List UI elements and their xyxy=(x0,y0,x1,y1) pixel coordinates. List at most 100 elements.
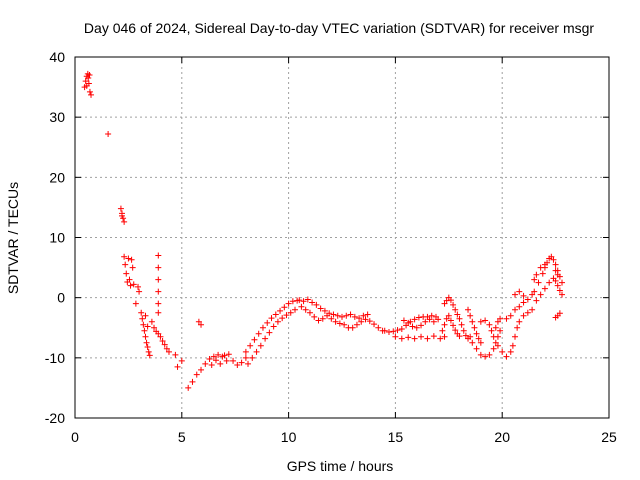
data-point xyxy=(524,296,531,303)
data-point xyxy=(88,91,95,98)
data-point xyxy=(151,324,158,331)
data-point xyxy=(353,321,360,328)
data-point xyxy=(512,291,519,298)
data-point xyxy=(390,328,397,335)
data-point xyxy=(304,296,311,303)
data-point xyxy=(430,333,437,340)
data-point xyxy=(82,78,89,85)
data-point xyxy=(494,342,501,349)
x-tick-label: 5 xyxy=(178,429,186,445)
data-point xyxy=(529,306,536,313)
data-point xyxy=(125,255,132,262)
data-point xyxy=(426,316,433,323)
y-tick-label: -10 xyxy=(45,350,65,366)
data-point xyxy=(339,313,345,320)
data-point xyxy=(541,285,548,292)
data-point xyxy=(83,82,90,89)
data-point xyxy=(456,333,463,340)
data-point xyxy=(223,357,230,364)
data-point xyxy=(465,306,472,313)
data-point xyxy=(321,307,328,314)
data-point xyxy=(482,317,489,324)
data-point xyxy=(185,384,192,391)
data-point xyxy=(118,212,125,219)
data-point xyxy=(512,333,519,340)
data-point xyxy=(520,312,527,319)
data-point xyxy=(445,312,452,319)
data-point xyxy=(477,318,484,325)
data-point xyxy=(516,318,523,325)
data-point xyxy=(270,323,277,330)
data-point xyxy=(117,205,124,212)
data-point xyxy=(411,335,418,342)
data-point xyxy=(165,348,172,355)
data-point xyxy=(130,281,137,288)
data-point xyxy=(122,261,129,268)
data-point xyxy=(477,351,484,358)
data-point xyxy=(552,261,559,268)
data-point xyxy=(155,276,162,283)
data-point xyxy=(343,312,350,319)
data-point xyxy=(552,267,559,274)
data-point xyxy=(132,300,139,307)
data-point xyxy=(415,314,422,321)
data-point xyxy=(334,312,341,319)
data-point xyxy=(520,292,527,299)
data-point xyxy=(141,327,148,334)
data-point xyxy=(371,321,378,328)
data-point xyxy=(556,287,563,294)
data-point xyxy=(520,299,527,306)
data-point xyxy=(105,131,112,138)
data-point xyxy=(198,321,205,328)
data-point xyxy=(266,329,273,336)
data-point xyxy=(546,279,553,286)
x-tick-label: 0 xyxy=(71,429,79,445)
data-point xyxy=(490,333,497,340)
data-point xyxy=(324,312,331,319)
data-point xyxy=(126,276,133,283)
data-point xyxy=(255,330,262,337)
data-point xyxy=(531,276,538,283)
data-point xyxy=(148,318,155,325)
data-point xyxy=(497,315,504,322)
data-point xyxy=(238,359,245,366)
data-point xyxy=(452,306,459,313)
chart-title: Day 046 of 2024, Sidereal Day-to-day VTE… xyxy=(84,20,594,36)
data-point xyxy=(139,315,146,322)
data-point xyxy=(524,309,531,316)
data-point xyxy=(277,307,284,314)
data-point xyxy=(315,317,322,324)
data-point xyxy=(121,253,128,260)
data-point xyxy=(437,335,444,342)
data-point xyxy=(541,261,548,268)
data-point xyxy=(142,312,149,319)
data-point xyxy=(441,300,448,307)
data-point xyxy=(296,297,303,304)
data-point xyxy=(319,315,326,322)
data-point xyxy=(163,345,170,352)
data-point xyxy=(469,339,476,346)
data-point xyxy=(450,301,457,308)
data-point xyxy=(217,360,224,367)
data-point xyxy=(230,357,237,364)
data-point xyxy=(516,288,523,295)
x-axis-title: GPS time / hours xyxy=(287,458,394,474)
data-point xyxy=(143,339,150,346)
data-point xyxy=(559,291,566,298)
data-point xyxy=(537,264,544,271)
x-tick-label: 10 xyxy=(281,429,297,445)
data-point xyxy=(512,306,519,313)
data-point xyxy=(430,318,437,325)
data-point xyxy=(454,311,461,318)
data-point xyxy=(347,311,354,318)
data-point xyxy=(490,345,497,352)
data-point xyxy=(529,291,536,298)
data-point xyxy=(193,371,200,378)
data-point xyxy=(155,252,162,259)
data-point xyxy=(351,313,358,320)
data-points xyxy=(81,70,566,391)
data-point xyxy=(392,333,399,340)
data-point xyxy=(135,283,142,290)
data-point xyxy=(144,323,151,330)
data-point xyxy=(279,315,286,322)
